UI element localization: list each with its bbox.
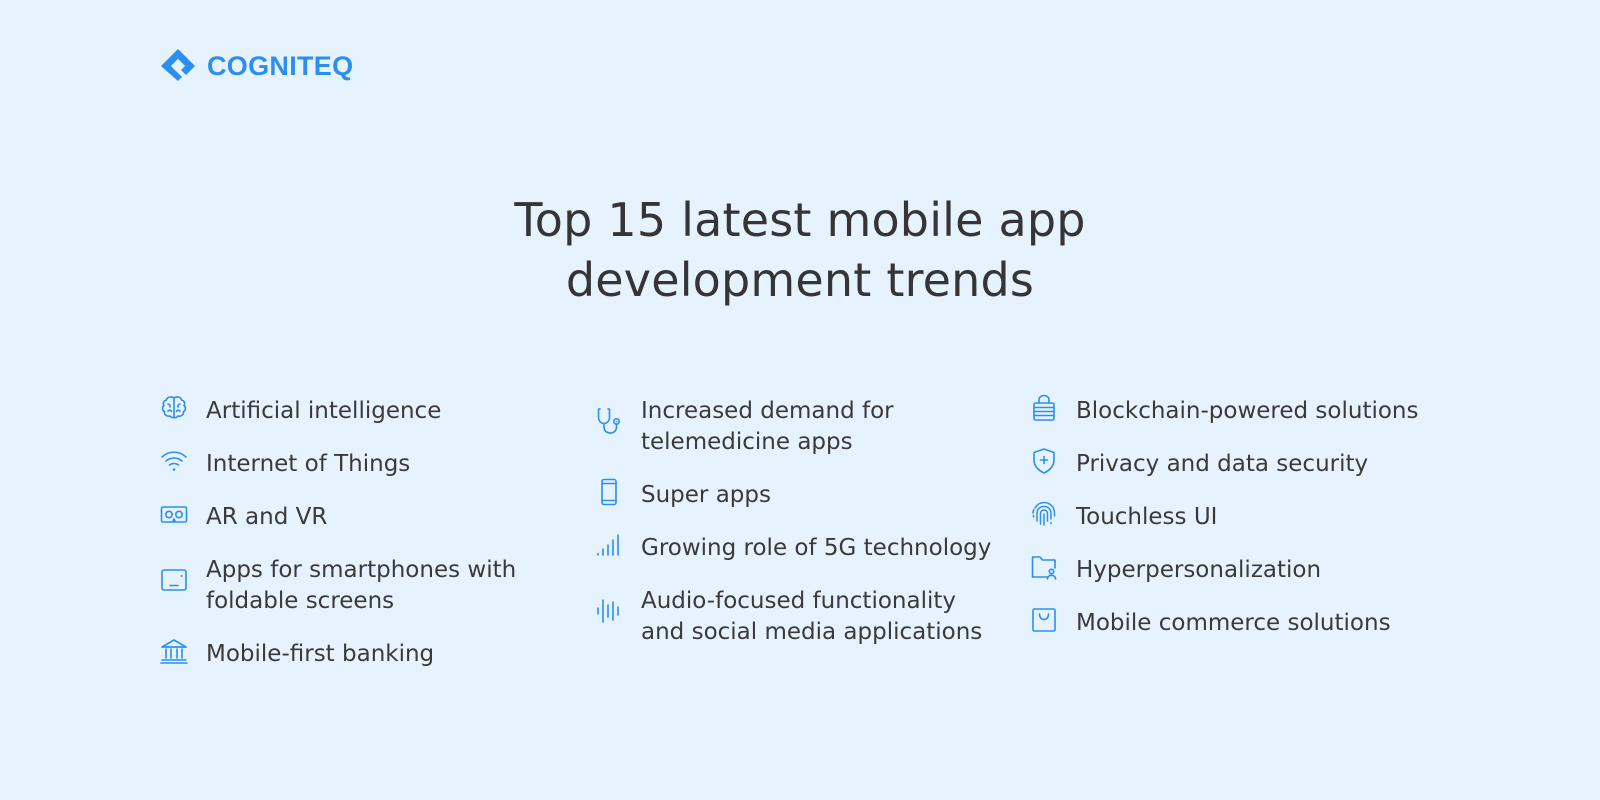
brand-logo: COGNITEQ xyxy=(159,47,353,85)
trend-label: Increased demand for telemedicine apps xyxy=(641,398,894,455)
bank-icon xyxy=(159,636,189,666)
trend-item: Super apps xyxy=(594,477,1014,511)
trend-item: Internet of Things xyxy=(159,449,549,480)
trend-label: Touchless UI xyxy=(1076,504,1218,530)
trend-label: Audio-focused functionality and social m… xyxy=(641,588,983,645)
trend-item: Blockchain-powered solutions xyxy=(1029,393,1449,427)
wifi-icon xyxy=(159,446,189,476)
trend-item: Artificial intelligence xyxy=(159,396,549,427)
trend-label: Apps for smartphones with foldable scree… xyxy=(206,557,517,614)
trends-column-2: Increased demand for telemedicine apps S… xyxy=(594,396,1014,670)
page-title: Top 15 latest mobile app development tre… xyxy=(0,190,1600,310)
brain-icon xyxy=(159,393,189,423)
trend-label: Mobile-first banking xyxy=(206,641,435,667)
trend-label: Privacy and data security xyxy=(1076,451,1369,477)
trend-item: Growing role of 5G technology xyxy=(594,533,1014,564)
vr-headset-icon xyxy=(159,499,189,529)
title-line-1: Top 15 latest mobile app xyxy=(514,193,1086,247)
trend-label: Artificial intelligence xyxy=(206,398,442,424)
trend-item: Audio-focused functionality and social m… xyxy=(594,586,1014,648)
foldable-phone-icon xyxy=(159,565,189,595)
trend-label: Mobile commerce solutions xyxy=(1076,610,1391,636)
trend-label: Super apps xyxy=(641,482,771,508)
brand-name: COGNITEQ xyxy=(207,50,354,81)
sound-wave-icon xyxy=(594,596,624,626)
shield-icon xyxy=(1029,446,1059,476)
trend-item: Mobile-first banking xyxy=(159,639,549,670)
signal-bars-icon xyxy=(594,530,624,560)
trends-column-1: Artificial intelligence Internet of Thin… xyxy=(159,396,549,692)
trend-label: Hyperpersonalization xyxy=(1076,557,1322,583)
trend-item: Apps for smartphones with foldable scree… xyxy=(159,555,549,617)
trend-item: Hyperpersonalization xyxy=(1029,555,1449,586)
blockchain-lock-icon xyxy=(1029,393,1059,423)
fingerprint-icon xyxy=(1029,499,1059,529)
trend-item: Mobile commerce solutions xyxy=(1029,608,1449,639)
smartphone-icon xyxy=(594,477,624,507)
trend-item: Touchless UI xyxy=(1029,499,1449,533)
trend-item: Increased demand for telemedicine apps xyxy=(594,396,1014,458)
trends-column-3: Blockchain-powered solutions Privacy and… xyxy=(1029,393,1449,661)
trend-item: Privacy and data security xyxy=(1029,446,1449,480)
trend-label: Growing role of 5G technology xyxy=(641,535,992,561)
stethoscope-icon xyxy=(594,406,624,436)
trend-label: AR and VR xyxy=(206,504,328,530)
trend-label: Internet of Things xyxy=(206,451,411,477)
trend-item: AR and VR xyxy=(159,502,549,533)
shopping-bag-icon xyxy=(1029,605,1059,635)
trend-label: Blockchain-powered solutions xyxy=(1076,398,1419,424)
title-line-2: development trends xyxy=(565,253,1035,307)
cogniteq-logo-icon xyxy=(161,49,195,81)
user-folder-icon xyxy=(1029,552,1059,582)
